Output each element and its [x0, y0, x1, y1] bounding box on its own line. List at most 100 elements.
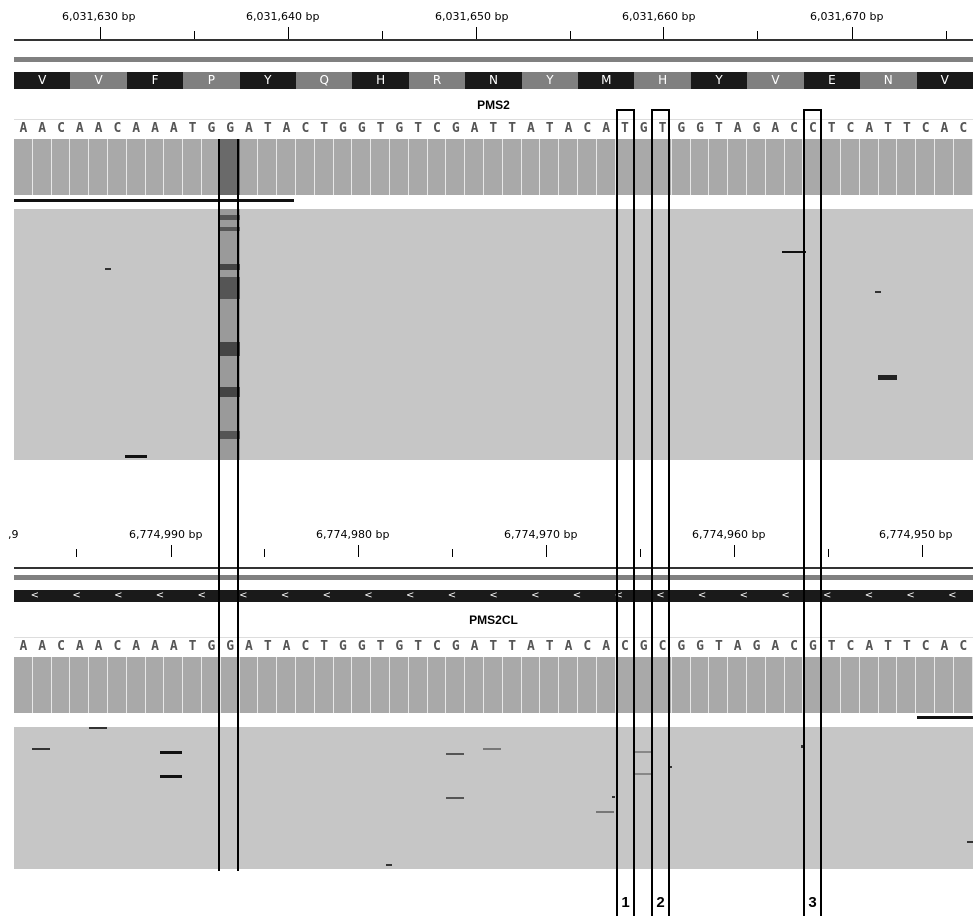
base: A [245, 639, 253, 654]
base: G [395, 121, 404, 136]
coverage-column [14, 657, 33, 713]
coverage-column [51, 657, 71, 713]
base: C [959, 121, 968, 136]
amino-acid: N [465, 72, 522, 89]
strand-arrow: < [364, 590, 373, 601]
coverage-column [352, 657, 372, 713]
base: T [263, 639, 272, 654]
coverage-column [747, 139, 766, 195]
base: G [451, 639, 460, 654]
highlight-box-1 [616, 109, 635, 916]
base: C [57, 121, 65, 136]
strand-arrow: < [614, 590, 623, 601]
coverage-column [765, 657, 785, 713]
annotation-label: 3 [808, 894, 817, 911]
base: T [827, 639, 836, 654]
strand-arrow: < [697, 590, 707, 601]
alignment-reads[interactable] [14, 209, 973, 460]
strand-arrow: < [72, 590, 81, 601]
base: A [282, 639, 291, 654]
strand-arrow: < [280, 590, 290, 601]
coverage-column [897, 139, 917, 195]
amino-acid: Q [296, 72, 353, 89]
gene-track-bar [14, 57, 973, 62]
coverage-column [540, 139, 560, 195]
base: G [696, 639, 704, 654]
alignment-reads[interactable] [14, 727, 973, 869]
coverage-column [728, 139, 748, 195]
coverage-column [183, 139, 202, 195]
coverage-column [483, 139, 503, 195]
base: G [696, 121, 704, 136]
base: A [602, 121, 611, 136]
strand-arrow: < [656, 590, 665, 601]
base: C [846, 121, 855, 136]
coverage-column [841, 657, 860, 713]
coverage-column [596, 657, 616, 713]
coverage-column [32, 139, 52, 195]
base: A [151, 121, 159, 136]
base: A [132, 121, 141, 136]
coverage-column [314, 657, 334, 713]
base: C [620, 639, 629, 654]
strand-arrow: < [114, 590, 123, 601]
strand-arrow: < [447, 590, 457, 601]
amino-acid: Y [690, 72, 748, 89]
ruler-label: 6,774,960 bp [692, 528, 766, 541]
top-panel: 6,031,630 bp 6,031,640 bp 6,031,650 bp 6… [14, 0, 973, 470]
strand-arrow: < [906, 590, 915, 601]
coverage-column [70, 657, 90, 713]
coverage-column [709, 657, 729, 713]
coverage-column [559, 139, 578, 195]
coverage-column [935, 657, 954, 713]
ruler-label: 6,774,990 bp [129, 528, 203, 541]
coverage-column [277, 657, 296, 713]
strand-arrow: < [322, 590, 331, 601]
coverage-column [239, 657, 259, 713]
strand-strip: < < < < < < < < < < < < < < < < < < < < < < < [14, 590, 973, 602]
base: A [564, 639, 573, 654]
coverage-column [784, 139, 804, 195]
ruler-label: 6,774,970 bp [504, 528, 578, 541]
amino-acid: Y [239, 72, 297, 89]
base: T [902, 121, 911, 136]
coverage-column [389, 139, 409, 195]
base: G [451, 121, 460, 136]
annotation-label: 2 [656, 894, 665, 911]
gene-label: PMS2CL [469, 613, 518, 627]
strand-arrow: < [864, 590, 874, 601]
base: A [19, 639, 28, 654]
coverage-column [427, 139, 447, 195]
base: A [733, 121, 742, 136]
base: G [226, 121, 235, 136]
base: A [94, 639, 103, 654]
coverage-column [577, 139, 597, 195]
amino-acid: V [747, 72, 804, 89]
base: C [790, 121, 798, 136]
base: T [620, 121, 629, 136]
base: G [357, 121, 366, 136]
highlight-box-3 [803, 109, 822, 916]
coverage-column [70, 139, 90, 195]
coverage-column [953, 139, 973, 195]
coverage-column [521, 657, 541, 713]
coverage-column [371, 657, 390, 713]
coverage-column [822, 657, 842, 713]
coverage-column [32, 657, 52, 713]
coverage-column [878, 139, 898, 195]
ruler-label: 6,031,640 bp [246, 10, 320, 23]
column-marker-line [218, 139, 220, 871]
base: A [75, 121, 84, 136]
coverage-column [201, 657, 221, 713]
base: T [489, 639, 498, 654]
coverage-column [126, 657, 146, 713]
base: A [132, 639, 141, 654]
coverage-column [371, 139, 390, 195]
coverage-column [89, 657, 108, 713]
coverage-column [577, 657, 597, 713]
base: G [357, 639, 366, 654]
base: A [245, 121, 253, 136]
coverage-column [446, 657, 466, 713]
coverage-column [822, 139, 842, 195]
